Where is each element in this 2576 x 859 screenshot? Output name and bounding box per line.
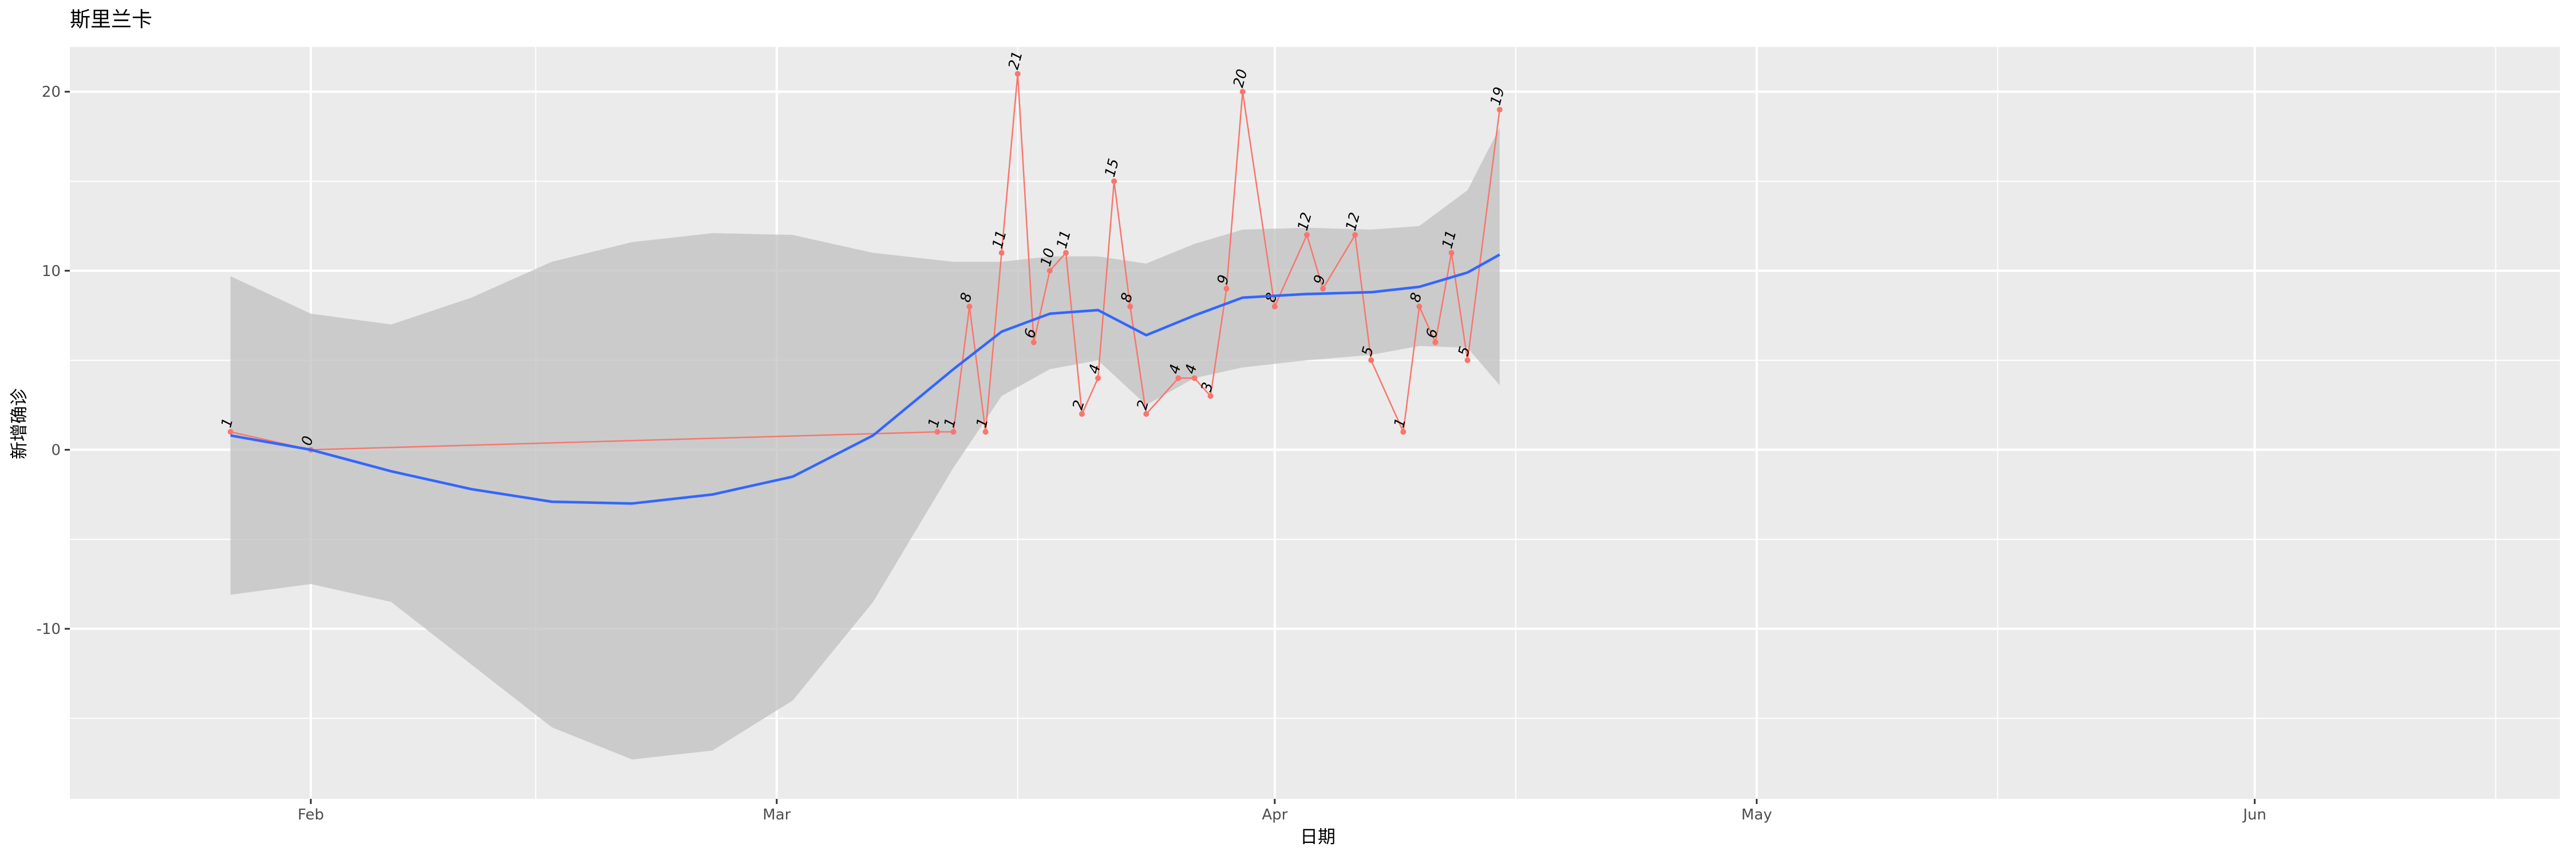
data-point bbox=[1143, 411, 1149, 417]
data-point bbox=[1079, 411, 1085, 417]
data-label: 8 bbox=[957, 291, 975, 304]
data-label: 4 bbox=[1085, 362, 1104, 376]
data-label: 1 bbox=[941, 416, 959, 430]
data-label: 2 bbox=[1069, 399, 1088, 412]
x-tick-label: Jun bbox=[2242, 806, 2266, 823]
confidence-band bbox=[230, 127, 1500, 760]
data-point bbox=[1046, 267, 1053, 274]
data-label: 1 bbox=[973, 416, 991, 430]
data-point bbox=[1175, 375, 1182, 381]
data-point bbox=[1207, 393, 1214, 399]
data-point bbox=[1127, 304, 1133, 310]
data-point bbox=[1271, 304, 1278, 310]
data-point bbox=[1320, 286, 1326, 292]
data-point bbox=[1030, 339, 1037, 345]
data-point bbox=[1111, 178, 1117, 184]
data-label: 8 bbox=[1262, 291, 1281, 304]
data-label: 6 bbox=[1423, 327, 1441, 340]
data-label: 8 bbox=[1117, 291, 1136, 304]
data-point bbox=[998, 250, 1005, 256]
data-point bbox=[982, 429, 989, 435]
data-point bbox=[1063, 250, 1069, 256]
chart-title: 斯里兰卡 bbox=[70, 8, 152, 31]
data-point bbox=[1014, 70, 1021, 77]
data-label: 9 bbox=[1214, 273, 1232, 286]
y-tick-label: 20 bbox=[42, 84, 61, 101]
data-point bbox=[227, 429, 234, 435]
data-point bbox=[1416, 304, 1423, 310]
y-tick-label: -10 bbox=[37, 621, 61, 638]
data-point bbox=[966, 304, 973, 310]
data-label: 5 bbox=[1358, 345, 1377, 358]
data-point bbox=[1239, 89, 1246, 95]
data-point bbox=[1496, 107, 1503, 113]
data-point bbox=[1464, 357, 1471, 364]
data-point bbox=[1352, 232, 1358, 238]
y-axis-title: 新增确诊 bbox=[9, 388, 30, 459]
x-axis-title: 日期 bbox=[1300, 827, 1336, 848]
series-line bbox=[230, 73, 1500, 451]
data-label: 1 bbox=[1390, 416, 1409, 430]
data-point bbox=[1368, 357, 1374, 364]
data-point bbox=[1448, 250, 1455, 256]
data-label: 4 bbox=[1182, 362, 1200, 376]
x-tick-label: Apr bbox=[1262, 806, 1287, 823]
data-point bbox=[950, 429, 957, 435]
x-tick-label: Feb bbox=[298, 806, 324, 823]
data-label: 0 bbox=[298, 434, 317, 447]
data-label: 6 bbox=[1021, 327, 1040, 340]
y-tick-label: 10 bbox=[42, 263, 61, 280]
data-label: 5 bbox=[1455, 345, 1473, 358]
data-point bbox=[1432, 339, 1439, 345]
data-label: 3 bbox=[1198, 380, 1216, 393]
x-tick-label: Mar bbox=[762, 806, 791, 823]
data-point bbox=[1223, 286, 1230, 292]
data-point bbox=[934, 429, 941, 435]
smooth-line bbox=[230, 253, 1500, 505]
data-label: 2 bbox=[1133, 399, 1152, 412]
data-label: 1 bbox=[218, 416, 236, 430]
data-label: 4 bbox=[1165, 362, 1184, 376]
data-label: 1 bbox=[924, 416, 943, 430]
y-tick-label: 0 bbox=[51, 442, 61, 459]
data-point bbox=[1191, 375, 1198, 381]
data-point bbox=[1400, 429, 1406, 435]
x-tick-label: May bbox=[1741, 806, 1772, 823]
data-point bbox=[1303, 232, 1310, 238]
data-point bbox=[1095, 375, 1101, 381]
plot-area: 1011811121610112415824439208129125186115… bbox=[53, 47, 2560, 799]
data-label: 8 bbox=[1406, 291, 1425, 304]
data-label: 9 bbox=[1310, 273, 1329, 286]
